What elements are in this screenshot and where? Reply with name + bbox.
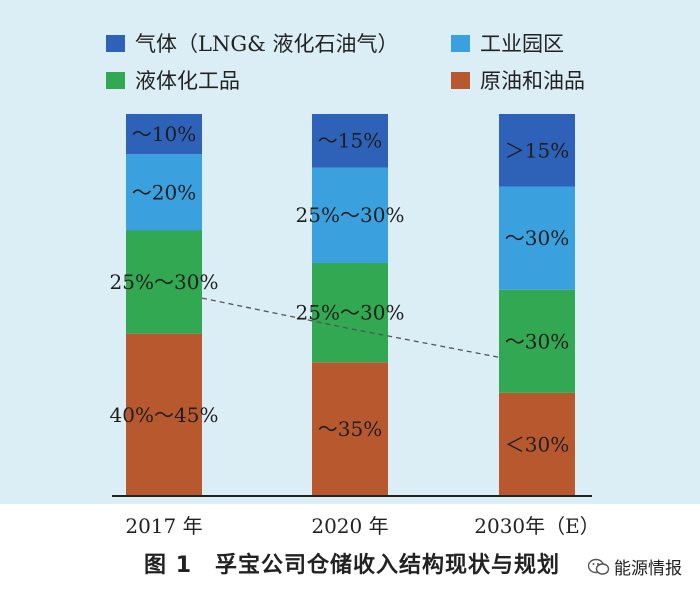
legend-swatch-liquid-chemicals bbox=[106, 71, 125, 89]
data-label: ～30% bbox=[505, 226, 569, 250]
legend-swatch-crude-oil bbox=[451, 71, 470, 89]
legend-item-industrial-park: 工业园区 bbox=[451, 28, 564, 58]
data-label: ～10% bbox=[132, 122, 196, 146]
x-tick-label: 2030年（E） bbox=[474, 514, 600, 538]
data-label: ～35% bbox=[318, 417, 382, 441]
legend-label-industrial-park: 工业园区 bbox=[480, 32, 564, 56]
data-label: ＜30% bbox=[505, 432, 569, 456]
bar-segment bbox=[312, 167, 388, 263]
bar-segment bbox=[126, 230, 202, 334]
data-label: ＞15% bbox=[505, 138, 569, 162]
legend-item-crude-oil: 原油和油品 bbox=[451, 65, 585, 95]
legend-swatch-gas bbox=[106, 34, 125, 52]
legend-label-crude-oil: 原油和油品 bbox=[480, 69, 585, 93]
data-label: ～20% bbox=[132, 180, 196, 204]
bar-segment bbox=[499, 186, 575, 290]
bar-segment bbox=[126, 114, 202, 155]
bar-segment bbox=[126, 154, 202, 231]
bar-segment bbox=[499, 289, 575, 393]
data-label: 25%～30% bbox=[296, 203, 405, 227]
stacked-bar-chart: 40%～45% 25%～30% ～20% ～10% ～35% 25%～30% 25%～30%… bbox=[110, 114, 592, 497]
bar-segment bbox=[499, 114, 575, 187]
legend-label-gas: 气体（LNG& 液化石油气） bbox=[135, 32, 399, 56]
data-label: 25%～30% bbox=[296, 301, 405, 325]
x-tick-label: 2020 年 bbox=[311, 514, 389, 538]
watermark-text: 能源情报 bbox=[614, 559, 682, 579]
bar-segment bbox=[312, 362, 388, 496]
data-label: 40%～45% bbox=[110, 403, 219, 427]
wechat-icon bbox=[587, 558, 610, 576]
data-label: ～15% bbox=[318, 129, 382, 153]
legend-label-liquid-chemicals: 液体化工品 bbox=[135, 69, 240, 93]
data-label: 25%～30% bbox=[110, 270, 219, 294]
bar-segment bbox=[499, 392, 575, 496]
trend-line bbox=[201, 297, 500, 358]
figure-caption: 图 1 孚宝公司仓储收入结构现状与规划 bbox=[144, 553, 560, 578]
legend-item-liquid-chemicals: 液体化工品 bbox=[106, 65, 240, 95]
data-label: ～30% bbox=[505, 329, 569, 353]
legend-item-gas: 气体（LNG& 液化石油气） bbox=[106, 28, 398, 58]
chart-area: 40%～45% 25%～30% ～20% ～10% ～35% 25%～30% 25%～30%… bbox=[0, 0, 700, 504]
bar-segment bbox=[312, 262, 388, 363]
watermark: 能源情报 bbox=[582, 552, 688, 581]
bar-segment bbox=[126, 333, 202, 496]
x-tick-label: 2017 年 bbox=[125, 514, 203, 538]
legend-swatch-industrial-park bbox=[451, 34, 470, 52]
bar-segment bbox=[312, 114, 388, 168]
